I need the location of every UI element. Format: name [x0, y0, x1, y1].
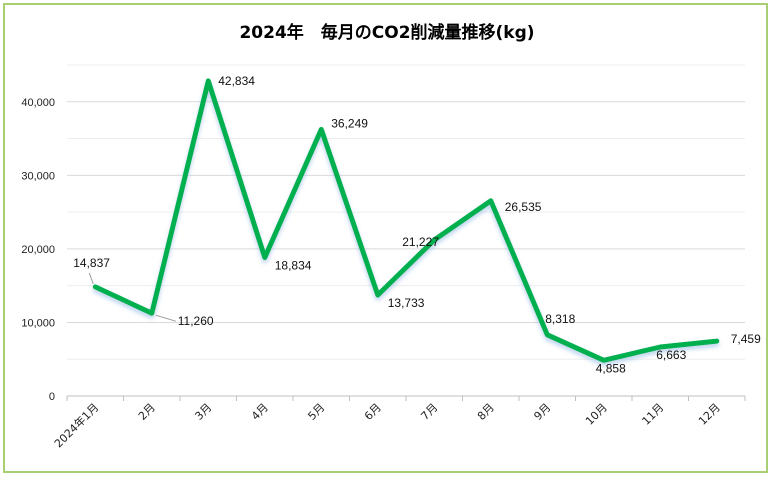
- x-tick-label: 3月: [192, 401, 214, 423]
- data-label: 11,260: [178, 314, 214, 328]
- data-label: 4,858: [596, 361, 626, 375]
- chart-frame: [3, 3, 768, 473]
- y-tick-label: 40,000: [21, 97, 55, 109]
- x-tick-label: 11月: [640, 401, 667, 428]
- series-line: [92, 78, 720, 363]
- y-tick-label: 30,000: [21, 170, 55, 182]
- data-label: 36,249: [331, 116, 368, 130]
- gridlines: [66, 64, 746, 401]
- data-label: 13,733: [388, 296, 425, 310]
- data-labels: 14,837 11,260 42,834 18,834 36,249 13,733 21,2…: [73, 74, 761, 375]
- data-label: 8,318: [545, 312, 575, 326]
- x-tick-label: 2月: [136, 401, 158, 423]
- data-label: 21,227: [402, 235, 439, 249]
- y-axis-ticks: 0 10,000 20,000 30,000 40,000: [21, 97, 55, 403]
- chart-title: 2024年 毎月のCO2削減量推移(kg): [239, 22, 534, 43]
- data-label: 18,834: [275, 258, 312, 272]
- x-tick-label: 2024年1月: [51, 400, 101, 450]
- label-leader-line: [88, 272, 94, 285]
- x-tick-label: 8月: [475, 401, 497, 423]
- data-label: 7,459: [731, 332, 761, 346]
- y-tick-label: 10,000: [21, 317, 55, 329]
- x-tick-label: 7月: [418, 401, 440, 423]
- x-tick-label: 9月: [531, 401, 553, 423]
- y-tick-label: 20,000: [21, 244, 55, 256]
- x-tick-label: 12月: [696, 401, 723, 428]
- x-tick-label: 5月: [305, 401, 327, 423]
- series: [92, 78, 720, 363]
- data-label: 42,834: [218, 74, 255, 88]
- x-axis-ticks: 2024年1月 2月 3月 4月 5月 6月 7月 8月 9月 10月 11月 12月: [51, 400, 723, 450]
- data-label: 26,535: [505, 200, 542, 214]
- data-label: 6,663: [656, 348, 686, 362]
- data-label: 14,837: [73, 256, 110, 270]
- y-tick-label: 0: [49, 391, 55, 403]
- x-tick-label: 10月: [583, 401, 610, 428]
- x-tick-label: 4月: [249, 401, 271, 423]
- label-leader-line: [155, 314, 176, 322]
- x-tick-label: 6月: [362, 401, 384, 423]
